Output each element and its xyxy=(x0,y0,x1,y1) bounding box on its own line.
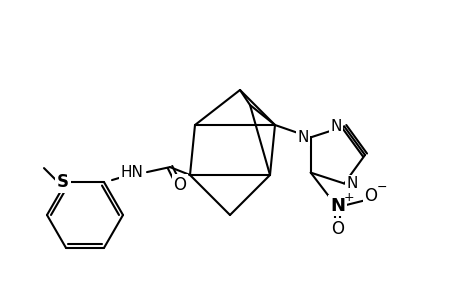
Text: O: O xyxy=(364,187,376,205)
Text: N: N xyxy=(330,119,341,134)
Text: HN: HN xyxy=(120,165,143,180)
Text: O: O xyxy=(173,176,186,194)
Text: N: N xyxy=(346,176,357,191)
Text: S: S xyxy=(57,173,69,191)
Text: +: + xyxy=(343,191,353,204)
Text: N: N xyxy=(297,130,308,145)
Text: −: − xyxy=(375,181,386,194)
Text: N: N xyxy=(330,196,344,214)
Text: O: O xyxy=(330,220,343,238)
